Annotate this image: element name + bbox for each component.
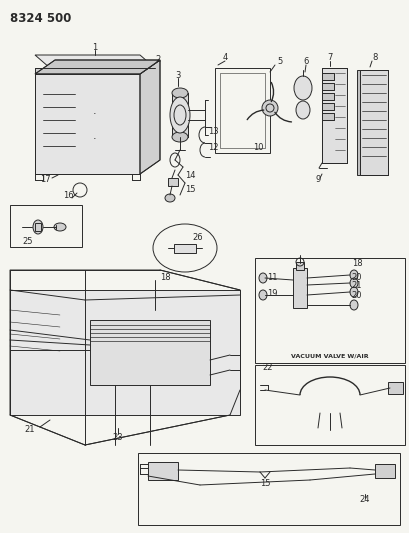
Ellipse shape	[349, 270, 357, 280]
Bar	[387, 382, 402, 394]
Ellipse shape	[261, 100, 277, 116]
Bar	[321, 93, 333, 100]
Polygon shape	[10, 290, 239, 415]
Polygon shape	[321, 83, 333, 90]
Bar	[168, 178, 178, 186]
Bar	[254, 365, 404, 445]
Bar	[138, 453, 399, 525]
Ellipse shape	[258, 290, 266, 300]
Ellipse shape	[293, 76, 311, 100]
Polygon shape	[321, 113, 333, 120]
Text: 13: 13	[207, 127, 218, 136]
Ellipse shape	[349, 287, 357, 297]
Text: 2: 2	[155, 55, 160, 64]
Text: ·: ·	[93, 134, 97, 144]
Text: 25: 25	[22, 238, 33, 246]
Bar	[172, 93, 188, 137]
Polygon shape	[321, 103, 333, 110]
Bar	[321, 68, 346, 163]
Text: 1: 1	[92, 43, 97, 52]
Bar	[35, 223, 41, 231]
Text: 12: 12	[207, 143, 218, 152]
Bar	[292, 268, 306, 308]
Polygon shape	[35, 60, 160, 74]
Text: 23: 23	[112, 432, 123, 441]
Polygon shape	[321, 68, 346, 163]
Text: 8: 8	[371, 53, 377, 62]
Text: 10: 10	[252, 143, 263, 152]
Bar	[321, 103, 333, 110]
Bar	[90, 320, 209, 385]
Polygon shape	[50, 68, 155, 74]
Text: VACUUM VALVE W/AIR: VACUUM VALVE W/AIR	[290, 353, 368, 359]
Polygon shape	[172, 93, 188, 137]
Bar	[374, 464, 394, 478]
Ellipse shape	[172, 132, 188, 142]
Text: 5: 5	[277, 58, 282, 67]
Text: 16: 16	[63, 191, 73, 200]
Ellipse shape	[295, 101, 309, 119]
Text: 6: 6	[303, 58, 308, 67]
Text: 11: 11	[266, 272, 276, 281]
Bar	[35, 74, 139, 174]
Text: 8324 500: 8324 500	[10, 12, 71, 25]
Ellipse shape	[164, 194, 175, 202]
Text: 18: 18	[159, 273, 170, 282]
Text: 15: 15	[259, 479, 270, 488]
Text: 20: 20	[351, 290, 362, 300]
Bar	[10, 205, 82, 247]
Bar	[173, 244, 196, 253]
Ellipse shape	[349, 278, 357, 288]
Bar	[295, 262, 303, 270]
Text: 20: 20	[351, 272, 362, 281]
Ellipse shape	[258, 273, 266, 283]
Text: 24: 24	[359, 496, 369, 505]
Text: 18: 18	[351, 259, 362, 268]
Bar	[254, 258, 404, 363]
Bar	[214, 68, 270, 153]
Bar	[321, 83, 333, 90]
Polygon shape	[35, 68, 50, 74]
Text: 4: 4	[222, 53, 227, 62]
Ellipse shape	[349, 300, 357, 310]
Bar	[148, 462, 178, 480]
Text: 17: 17	[40, 175, 50, 184]
Ellipse shape	[54, 223, 66, 231]
Polygon shape	[35, 74, 139, 174]
Text: 3: 3	[175, 70, 180, 79]
Polygon shape	[359, 70, 387, 175]
Ellipse shape	[33, 220, 43, 234]
Bar	[220, 73, 264, 148]
Text: 19: 19	[266, 288, 276, 297]
Polygon shape	[321, 73, 333, 80]
Text: 21: 21	[25, 425, 35, 434]
Text: 22: 22	[262, 364, 272, 373]
Text: 14: 14	[184, 171, 195, 180]
Bar	[321, 73, 333, 80]
Text: ·: ·	[93, 109, 97, 119]
Ellipse shape	[170, 97, 189, 133]
Polygon shape	[139, 60, 160, 174]
Text: 9: 9	[315, 175, 320, 184]
Polygon shape	[321, 93, 333, 100]
Polygon shape	[356, 70, 359, 175]
Text: 26: 26	[192, 232, 203, 241]
Polygon shape	[35, 55, 155, 68]
Text: 21: 21	[351, 280, 362, 289]
Bar	[321, 113, 333, 120]
Text: 7: 7	[326, 53, 332, 62]
Bar	[359, 70, 387, 175]
Text: 15: 15	[184, 185, 195, 195]
Ellipse shape	[172, 88, 188, 98]
